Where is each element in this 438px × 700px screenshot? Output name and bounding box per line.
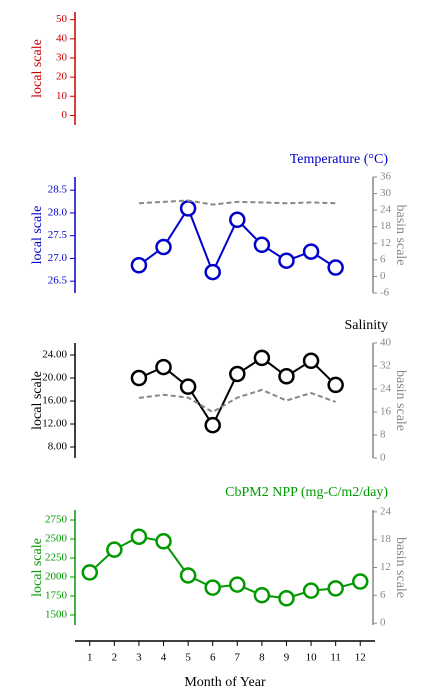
y2-axis-label: basin scale bbox=[393, 204, 408, 265]
point bbox=[327, 376, 344, 394]
y-tick-label: 2000 bbox=[45, 571, 68, 583]
y2-tick-label: 6 bbox=[380, 253, 386, 265]
y-tick-label: 2500 bbox=[45, 533, 68, 545]
x-tick-label: 12 bbox=[355, 652, 366, 664]
y-axis-label: local scale bbox=[30, 39, 45, 98]
y-axis-label: local scale bbox=[30, 371, 45, 430]
point bbox=[130, 257, 148, 274]
panel-title: Temperature (°C) bbox=[290, 152, 389, 167]
y2-axis-label: basin scale bbox=[393, 537, 408, 598]
y-tick-label: 16.00 bbox=[42, 395, 67, 407]
y2-axis-label: basin scale bbox=[393, 370, 408, 431]
y2-tick-label: 24 bbox=[380, 204, 392, 216]
y-tick-label: 12.00 bbox=[42, 418, 67, 430]
y2-tick-label: 24 bbox=[380, 383, 392, 395]
y-axis-label: local scale bbox=[30, 206, 45, 265]
y-tick-label: 26.5 bbox=[48, 275, 68, 287]
y-tick-label: 24.00 bbox=[42, 349, 67, 361]
y2-tick-label: 18 bbox=[380, 220, 392, 232]
point bbox=[302, 243, 320, 260]
point bbox=[204, 416, 221, 434]
y2-tick-label: 32 bbox=[380, 360, 391, 372]
x-tick-label: 1 bbox=[87, 652, 93, 664]
x-tick-label: 8 bbox=[259, 652, 265, 664]
point bbox=[302, 352, 320, 370]
y-tick-label: 30 bbox=[56, 51, 68, 63]
x-tick-label: 6 bbox=[210, 652, 216, 664]
point bbox=[130, 528, 148, 545]
y-tick-label: 1500 bbox=[45, 609, 68, 621]
point bbox=[81, 564, 99, 581]
x-tick-label: 5 bbox=[185, 652, 191, 664]
y2-tick-label: 36 bbox=[380, 171, 392, 183]
point bbox=[278, 590, 295, 607]
point bbox=[253, 586, 271, 604]
point bbox=[155, 358, 172, 376]
x-tick-label: 10 bbox=[306, 652, 318, 664]
y-tick-label: 1750 bbox=[45, 590, 68, 602]
point bbox=[229, 365, 246, 383]
y-tick-label: 40 bbox=[56, 32, 68, 44]
point bbox=[106, 541, 123, 558]
y-tick-label: 10 bbox=[56, 90, 68, 102]
point bbox=[253, 349, 271, 367]
x-tick-label: 11 bbox=[330, 652, 341, 664]
y-tick-label: 8.00 bbox=[48, 441, 68, 453]
y-tick-label: 27.5 bbox=[48, 229, 68, 241]
basin-line bbox=[138, 199, 336, 206]
point bbox=[229, 211, 246, 229]
x-axis-label: Month of Year bbox=[184, 675, 266, 690]
basin-line bbox=[138, 388, 336, 414]
y-tick-label: 50 bbox=[56, 13, 68, 25]
y2-tick-label: 8 bbox=[380, 429, 386, 441]
point bbox=[155, 533, 172, 550]
y2-tick-label: 6 bbox=[380, 589, 386, 601]
y-tick-label: 0 bbox=[62, 109, 68, 121]
panel-title: Salinity bbox=[344, 318, 388, 333]
panel-title: CbPM2 NPP (mg-C/m2/day) bbox=[225, 485, 388, 500]
y-tick-label: 28.5 bbox=[48, 184, 68, 196]
y2-tick-label: 30 bbox=[380, 187, 392, 199]
x-tick-label: 2 bbox=[112, 652, 118, 664]
point bbox=[179, 200, 197, 217]
y-tick-label: 20 bbox=[56, 71, 68, 83]
x-tick-label: 4 bbox=[161, 652, 167, 664]
point bbox=[155, 238, 172, 256]
y2-tick-label: 24 bbox=[380, 505, 392, 517]
y2-tick-label: 12 bbox=[380, 237, 391, 249]
y2-tick-label: 18 bbox=[380, 533, 392, 545]
point bbox=[253, 236, 271, 254]
y2-tick-label: 40 bbox=[380, 337, 392, 349]
y2-tick-label: 0 bbox=[380, 452, 386, 464]
point bbox=[278, 252, 295, 269]
point bbox=[278, 368, 295, 385]
y2-tick-label: 0 bbox=[380, 617, 386, 629]
x-tick-label: 7 bbox=[235, 652, 241, 664]
point bbox=[302, 582, 320, 599]
y2-tick-label: 16 bbox=[380, 406, 392, 418]
point bbox=[327, 259, 344, 276]
point bbox=[179, 567, 197, 584]
series-line bbox=[89, 535, 361, 600]
y-tick-label: 27.0 bbox=[48, 252, 68, 264]
y-tick-label: 2250 bbox=[45, 552, 68, 564]
y-tick-label: 28.0 bbox=[48, 206, 68, 218]
point bbox=[229, 576, 246, 593]
y-tick-label: 2750 bbox=[45, 514, 68, 526]
point bbox=[130, 369, 148, 387]
x-tick-label: 9 bbox=[284, 652, 290, 664]
point bbox=[204, 579, 221, 596]
y2-tick-label: 0 bbox=[380, 270, 386, 282]
x-tick-label: 3 bbox=[136, 652, 142, 664]
point bbox=[351, 573, 369, 590]
y-axis-label: local scale bbox=[30, 538, 45, 597]
y-tick-label: 20.00 bbox=[42, 372, 67, 384]
point bbox=[179, 378, 197, 395]
y2-tick-label: 12 bbox=[380, 561, 391, 573]
y2-tick-label: -6 bbox=[380, 287, 390, 299]
point bbox=[327, 580, 344, 597]
point bbox=[204, 263, 221, 281]
